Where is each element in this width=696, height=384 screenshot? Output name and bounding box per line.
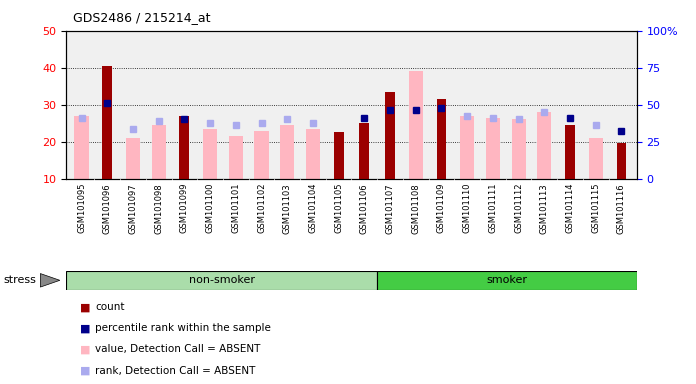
- Text: smoker: smoker: [487, 275, 528, 285]
- Text: GSM101104: GSM101104: [308, 183, 317, 233]
- Text: GSM101097: GSM101097: [129, 183, 138, 233]
- Text: GSM101113: GSM101113: [540, 183, 548, 233]
- Text: GSM101107: GSM101107: [386, 183, 395, 233]
- Bar: [152, 125, 166, 179]
- Bar: [409, 71, 422, 179]
- Text: GSM101106: GSM101106: [360, 183, 369, 233]
- Text: stress: stress: [3, 275, 36, 285]
- Text: GSM101112: GSM101112: [514, 183, 523, 233]
- Bar: [229, 136, 243, 179]
- Text: GSM101108: GSM101108: [411, 183, 420, 233]
- Text: ■: ■: [80, 366, 90, 376]
- Text: percentile rank within the sample: percentile rank within the sample: [95, 323, 271, 333]
- Bar: [436, 99, 446, 179]
- Bar: [66, 271, 377, 290]
- Bar: [537, 112, 551, 179]
- Text: GSM101098: GSM101098: [155, 183, 163, 233]
- Text: GSM101101: GSM101101: [231, 183, 240, 233]
- Text: GSM101096: GSM101096: [103, 183, 112, 233]
- Text: GSM101100: GSM101100: [205, 183, 214, 233]
- Bar: [203, 129, 217, 179]
- Text: GSM101116: GSM101116: [617, 183, 626, 233]
- Text: GSM101102: GSM101102: [257, 183, 266, 233]
- Bar: [486, 118, 500, 179]
- Text: GSM101110: GSM101110: [463, 183, 472, 233]
- Bar: [180, 116, 189, 179]
- Bar: [126, 138, 140, 179]
- Text: GSM101109: GSM101109: [437, 183, 446, 233]
- Text: rank, Detection Call = ABSENT: rank, Detection Call = ABSENT: [95, 366, 255, 376]
- Text: GSM101095: GSM101095: [77, 183, 86, 233]
- Text: GSM101105: GSM101105: [334, 183, 343, 233]
- Text: GSM101103: GSM101103: [283, 183, 292, 233]
- Text: GSM101099: GSM101099: [180, 183, 189, 233]
- Polygon shape: [40, 273, 60, 287]
- Bar: [512, 119, 525, 179]
- Text: non-smoker: non-smoker: [189, 275, 255, 285]
- Text: count: count: [95, 302, 125, 312]
- Bar: [102, 66, 112, 179]
- Text: ■: ■: [80, 323, 90, 333]
- Text: GSM101115: GSM101115: [591, 183, 600, 233]
- Text: GDS2486 / 215214_at: GDS2486 / 215214_at: [73, 12, 211, 25]
- Bar: [255, 131, 269, 179]
- Text: GSM101111: GSM101111: [489, 183, 498, 233]
- Bar: [460, 116, 474, 179]
- Bar: [359, 123, 369, 179]
- Text: GSM101114: GSM101114: [565, 183, 574, 233]
- Bar: [280, 125, 294, 179]
- Bar: [589, 138, 603, 179]
- Bar: [334, 132, 344, 179]
- Bar: [306, 129, 320, 179]
- Bar: [385, 92, 395, 179]
- Bar: [617, 144, 626, 179]
- Text: ■: ■: [80, 302, 90, 312]
- Bar: [377, 271, 637, 290]
- Bar: [74, 116, 88, 179]
- Text: ■: ■: [80, 344, 90, 354]
- Text: value, Detection Call = ABSENT: value, Detection Call = ABSENT: [95, 344, 261, 354]
- Bar: [565, 125, 575, 179]
